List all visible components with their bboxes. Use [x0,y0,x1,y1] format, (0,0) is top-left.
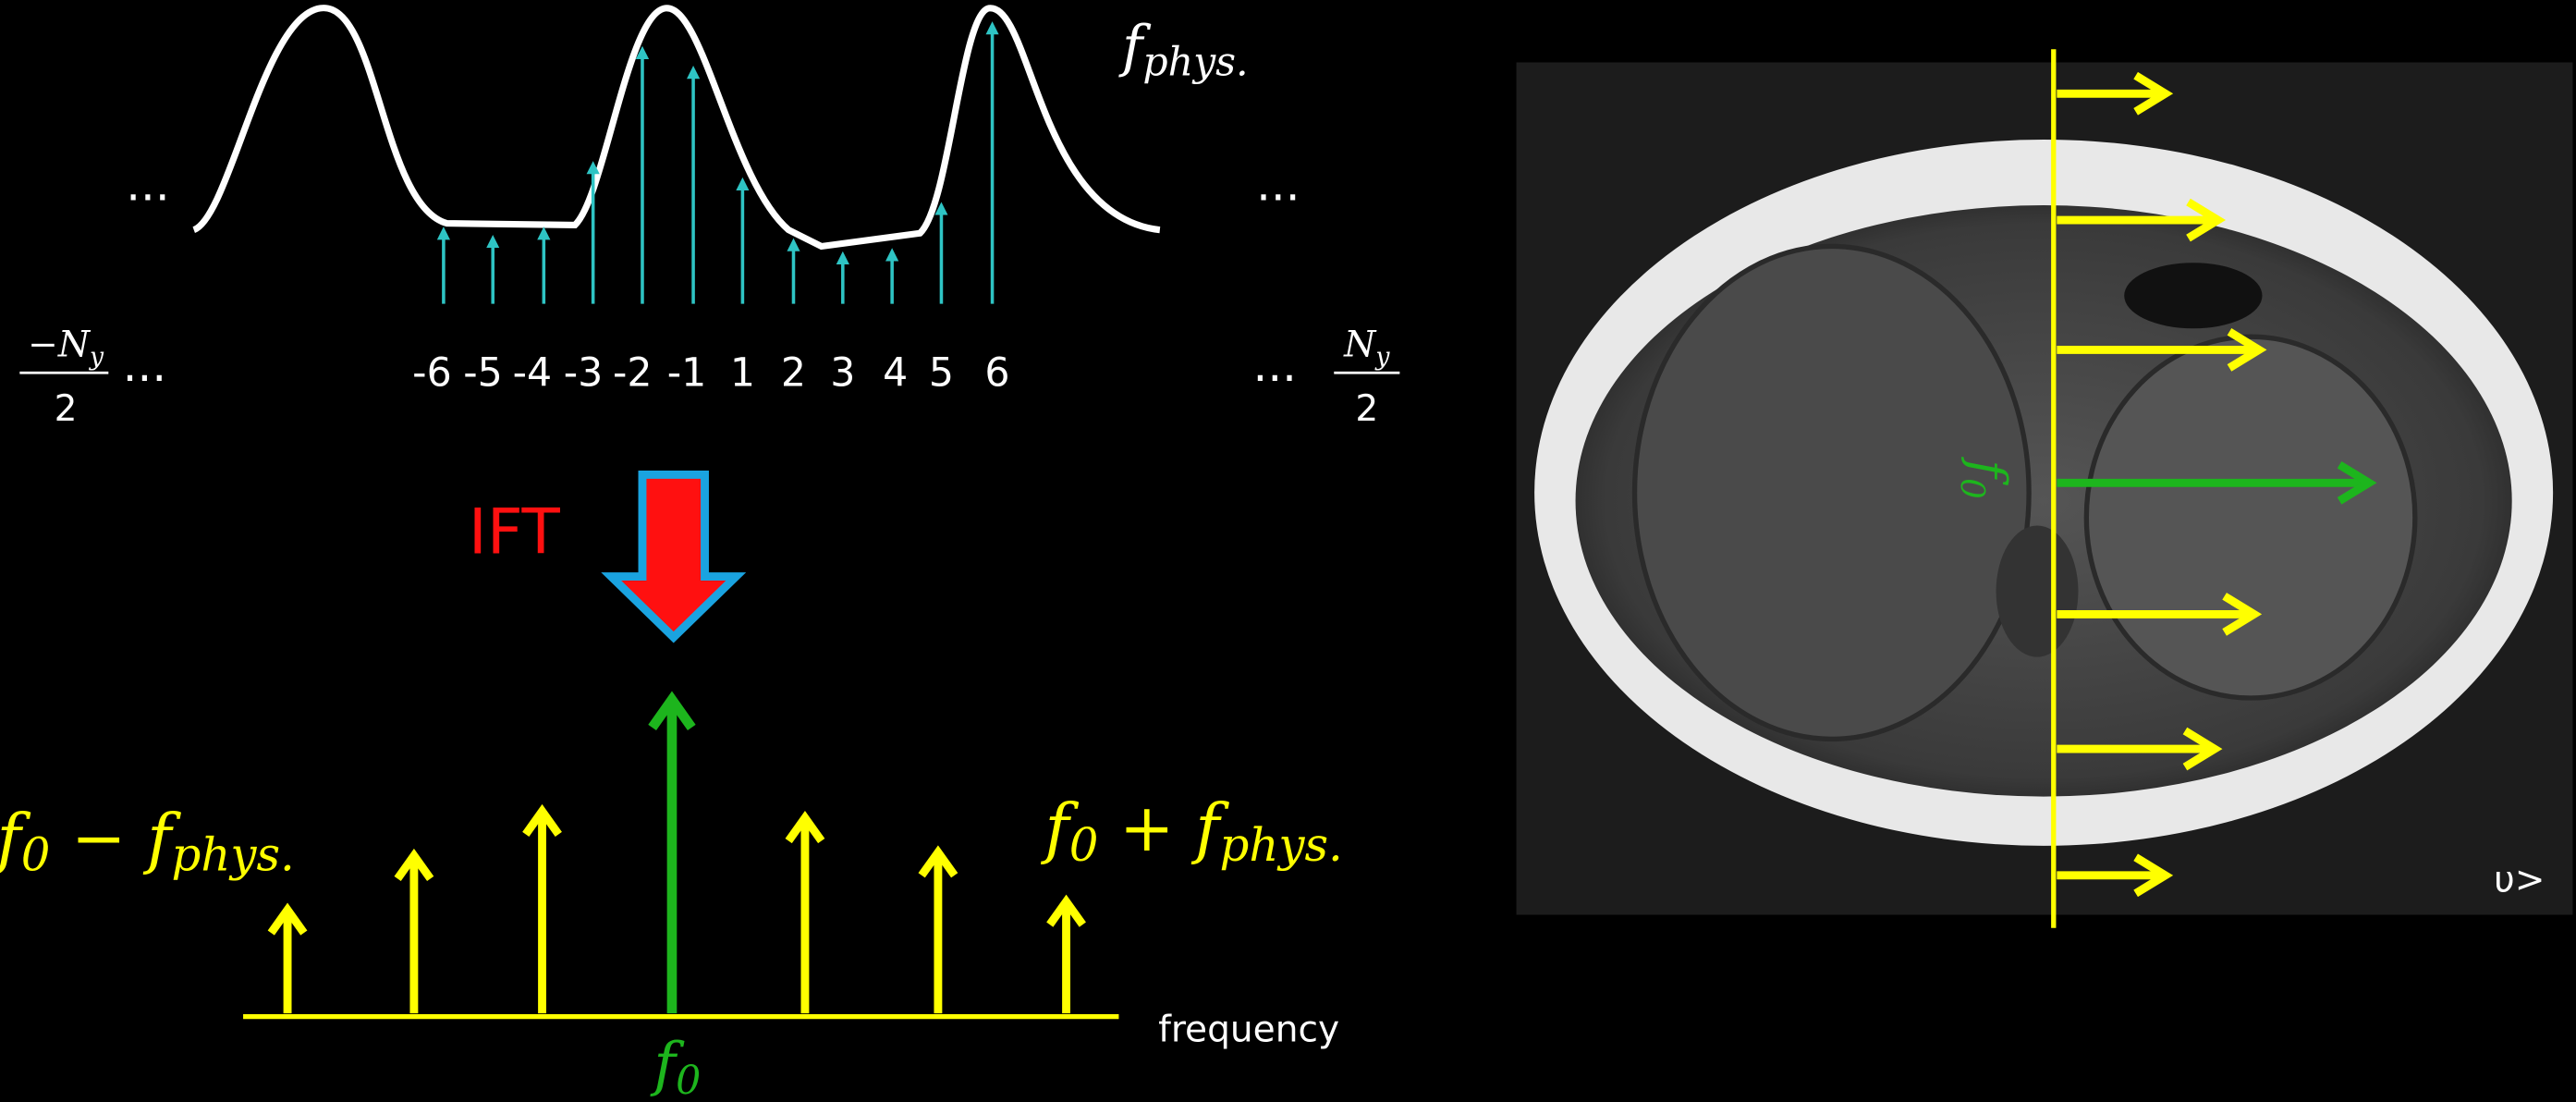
ellipsis: ... [1256,158,1300,212]
fraction-den: 2 [1355,388,1378,430]
fraction-den: 2 [55,388,78,430]
index-label: -4 [513,349,553,396]
index-label: -5 [463,349,503,396]
fphys-label: fphys. [1118,15,1249,86]
ift-arrow [601,470,747,643]
indices: -6 -5 -4 -3 -2 -1 1 2 3 4 5 6 [412,349,1009,396]
right-label: f0 + fphys. [1040,790,1342,872]
ellipsis: ... [123,338,166,392]
f0-image-label: f0 [1953,456,2017,498]
mri-image [1516,62,2573,915]
index-label: 5 [929,349,954,396]
fraction-num: −Ny [28,324,104,371]
axis-left: −Ny 2 ... [19,324,166,430]
shift-arrows [2057,71,2267,898]
index-label: 4 [883,349,908,396]
left-label: f0 − fphys. [0,800,295,882]
fraction-num: Ny [1343,324,1390,371]
corner-mark: υ> [2494,860,2545,901]
sideband-arrows [267,803,1086,1014]
center-shift-arrow [2057,460,2377,505]
index-label: -3 [564,349,604,396]
f0-label: f0 [650,1030,701,1102]
center-arrow [648,691,696,1014]
ift-label: IFT [469,496,561,569]
index-label: -6 [412,349,452,396]
axis-right: Ny 2 ... [1253,324,1400,430]
signal-curve [191,5,1161,251]
index-label: 1 [730,349,755,396]
axis-label: frequency [1158,1009,1339,1050]
ellipsis: ... [126,158,169,212]
index-label: 6 [984,349,1009,396]
index-label: -1 [667,349,707,396]
ellipsis: ... [1253,338,1297,392]
index-label: -2 [613,349,653,396]
index-label: 2 [781,349,806,396]
index-label: 3 [830,349,855,396]
sample-arrows [436,21,999,304]
